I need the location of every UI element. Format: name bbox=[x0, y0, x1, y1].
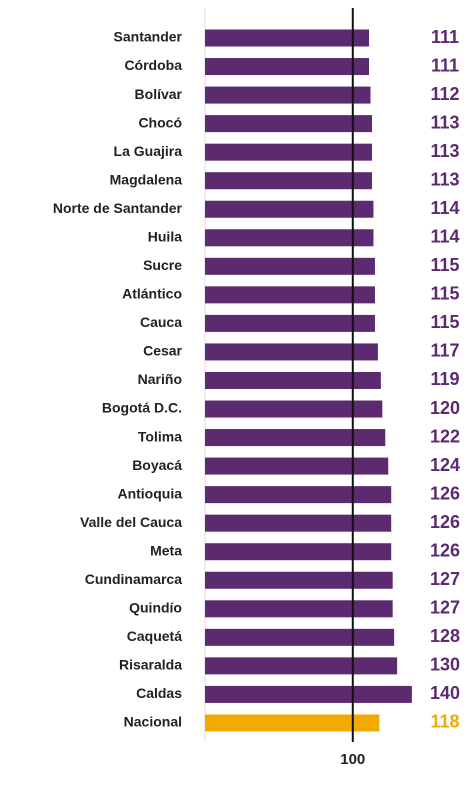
value-label: 126 bbox=[430, 483, 460, 503]
bar bbox=[205, 29, 370, 47]
value-label: 122 bbox=[430, 426, 460, 446]
value-label: 124 bbox=[430, 455, 460, 475]
bar bbox=[205, 86, 371, 104]
category-label: Cesar bbox=[143, 343, 182, 359]
value-label: 113 bbox=[430, 141, 459, 161]
value-label: 128 bbox=[430, 626, 460, 646]
value-label: 127 bbox=[430, 598, 460, 618]
bar bbox=[205, 286, 375, 304]
bar bbox=[205, 429, 386, 447]
category-label: Nariño bbox=[138, 371, 182, 387]
value-label: 114 bbox=[430, 227, 459, 247]
bar bbox=[205, 172, 372, 190]
category-label: Meta bbox=[150, 542, 182, 558]
category-label: Nacional bbox=[124, 714, 182, 730]
value-label: 114 bbox=[430, 198, 459, 218]
value-label: 113 bbox=[430, 112, 459, 132]
value-label: 111 bbox=[431, 55, 459, 75]
value-label: 111 bbox=[431, 27, 459, 47]
value-label: 115 bbox=[430, 255, 459, 275]
category-label: Boyacá bbox=[132, 457, 182, 473]
category-label: Valle del Cauca bbox=[80, 514, 182, 530]
bar bbox=[205, 571, 393, 589]
bar bbox=[205, 457, 389, 475]
bar bbox=[205, 115, 372, 133]
value-label: 120 bbox=[430, 398, 460, 418]
bar bbox=[205, 314, 375, 332]
category-label: Chocó bbox=[138, 114, 182, 130]
value-label: 115 bbox=[430, 312, 459, 332]
category-label: Caldas bbox=[136, 685, 182, 701]
bar bbox=[205, 400, 383, 418]
category-label: Caquetá bbox=[127, 628, 182, 644]
value-label: 117 bbox=[430, 341, 459, 361]
bar bbox=[205, 143, 372, 161]
category-label: La Guajira bbox=[114, 143, 183, 159]
value-label: 119 bbox=[430, 369, 459, 389]
value-label: 126 bbox=[430, 512, 460, 532]
bar bbox=[205, 371, 381, 389]
bar bbox=[205, 685, 412, 703]
value-label: 126 bbox=[430, 540, 460, 560]
category-label: Norte de Santander bbox=[53, 200, 183, 216]
category-label: Magdalena bbox=[110, 171, 183, 187]
value-label: 113 bbox=[430, 169, 459, 189]
value-label: 140 bbox=[430, 683, 460, 703]
bar bbox=[205, 514, 392, 532]
value-label: 112 bbox=[430, 84, 459, 104]
category-label: Tolima bbox=[138, 428, 182, 444]
category-label: Antioquia bbox=[117, 485, 182, 501]
bar bbox=[205, 600, 393, 618]
category-label: Santander bbox=[114, 29, 183, 45]
bar bbox=[205, 200, 374, 218]
category-label: Sucre bbox=[143, 257, 182, 273]
category-label: Huila bbox=[148, 228, 182, 244]
value-label: 130 bbox=[430, 655, 460, 675]
category-label: Bogotá D.C. bbox=[102, 400, 182, 416]
bar bbox=[205, 628, 395, 646]
bar bbox=[205, 58, 370, 76]
category-label: Risaralda bbox=[119, 657, 182, 673]
bar bbox=[205, 343, 378, 361]
category-label: Cundinamarca bbox=[85, 571, 182, 587]
category-label: Bolívar bbox=[135, 86, 183, 102]
value-label: 118 bbox=[430, 712, 459, 732]
x-tick-label: 100 bbox=[340, 751, 365, 768]
bar bbox=[205, 543, 392, 561]
bar bbox=[205, 714, 380, 732]
category-label: Atlántico bbox=[122, 286, 182, 302]
category-label: Córdoba bbox=[124, 57, 182, 73]
bar bbox=[205, 229, 374, 247]
value-label: 115 bbox=[430, 284, 459, 304]
bar bbox=[205, 257, 375, 275]
bar bbox=[205, 657, 398, 675]
category-label: Cauca bbox=[140, 314, 182, 330]
value-label: 127 bbox=[430, 569, 460, 589]
category-label: Quindío bbox=[129, 600, 182, 616]
bar bbox=[205, 486, 392, 504]
